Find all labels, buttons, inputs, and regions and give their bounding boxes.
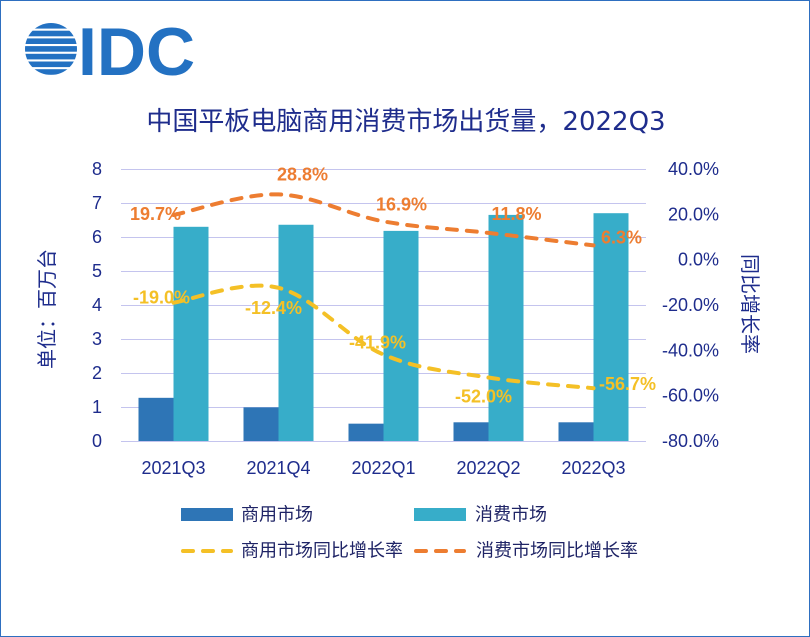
data-labels: -19.0% -12.4% -41.9% -52.0% -56.7% 19.7% 28.8%… [130,164,656,406]
data-label-consumer-yoy: 28.8% [277,164,328,184]
bar-commercial [558,422,594,441]
bar-consumer [278,224,314,441]
y-tick-label: 2 [92,363,102,383]
line-consumer-yoy [171,192,596,248]
category-label: 2021Q4 [246,458,310,478]
data-label-commercial-yoy: -52.0% [455,387,512,407]
y2-tick-label: -60.0% [662,386,719,406]
data-label-consumer-yoy: 6.3% [601,227,642,247]
data-label-commercial-yoy: -41.9% [349,333,406,353]
y2-tick-label: 0.0% [678,250,719,270]
category-label: 2021Q3 [141,458,205,478]
y-tick-label: 5 [92,261,102,281]
bar-commercial [453,422,489,441]
globe-stripe [25,38,77,44]
y-tick-label: 0 [92,431,102,451]
y2-axis-title: 同比增长率 [738,254,762,354]
y2-tick-label: 20.0% [668,204,719,224]
globe-stripe [25,69,77,75]
data-label-commercial-yoy: -12.4% [245,298,302,318]
idc-logo: IDC [25,14,195,90]
y2-tick-label: -80.0% [662,431,719,451]
bars [138,213,629,441]
bar-commercial [138,397,174,441]
legend-label-consumer-yoy: 消费市场同比增长率 [476,541,638,562]
category-label: 2022Q1 [351,458,415,478]
legend-item-consumer: 消费市场 [414,505,547,526]
globe-stripe [25,61,77,68]
globe-stripe [25,23,77,29]
bar-commercial [348,423,384,441]
legend-label-consumer: 消费市场 [475,505,547,526]
chart-title: 中国平板电脑商用消费市场出货量，2022Q3 [146,107,665,137]
y-tick-label: 1 [92,397,102,417]
y-tick-label: 4 [92,295,102,315]
y2-tick-label: 40.0% [668,159,719,179]
category-label: 2022Q3 [561,458,625,478]
globe-icon [25,23,77,75]
legend: 商用市场 消费市场 商用市场同比增长率 消费市场同比增长率 [181,505,638,562]
globe-stripe [25,53,77,60]
y-axis-title: 单位：百万台 [35,249,59,369]
legend-swatch-commercial [181,508,233,521]
legend-item-commercial: 商用市场 [181,505,313,526]
globe-stripe [25,46,77,52]
data-label-consumer-yoy: 19.7% [130,204,181,224]
bar-commercial [243,407,279,441]
globe-stripe [25,30,77,37]
legend-label-commercial-yoy: 商用市场同比增长率 [241,541,403,562]
y-tick-label: 7 [92,193,102,213]
idc-logo-text: IDC [78,14,195,90]
category-label: 2022Q2 [456,458,520,478]
legend-label-commercial: 商用市场 [241,505,313,526]
legend-swatch-consumer [414,508,466,521]
data-label-consumer-yoy: 16.9% [376,194,427,214]
y-tick-label: 3 [92,329,102,349]
y2-tick-label: -20.0% [662,295,719,315]
y-tick-label: 8 [92,159,102,179]
data-label-commercial-yoy: -19.0% [133,288,190,308]
data-label-consumer-yoy: 11.8% [491,204,541,224]
bar-consumer [488,214,524,441]
legend-item-consumer-yoy: 消费市场同比增长率 [414,541,638,562]
data-label-commercial-yoy: -56.7% [599,374,656,394]
bar-consumer [383,230,419,441]
axis-tick-labels: 0 1 2 3 4 5 6 7 8 40.0% 20.0% 0.0% -20.0% -40.0% -60.0… [92,159,719,478]
y2-tick-label: -40.0% [662,340,719,360]
legend-item-commercial-yoy: 商用市场同比增长率 [181,541,403,562]
trend-lines [171,192,596,391]
bar-consumer [593,213,629,441]
y-tick-label: 6 [92,227,102,247]
bar-consumer [173,226,209,441]
